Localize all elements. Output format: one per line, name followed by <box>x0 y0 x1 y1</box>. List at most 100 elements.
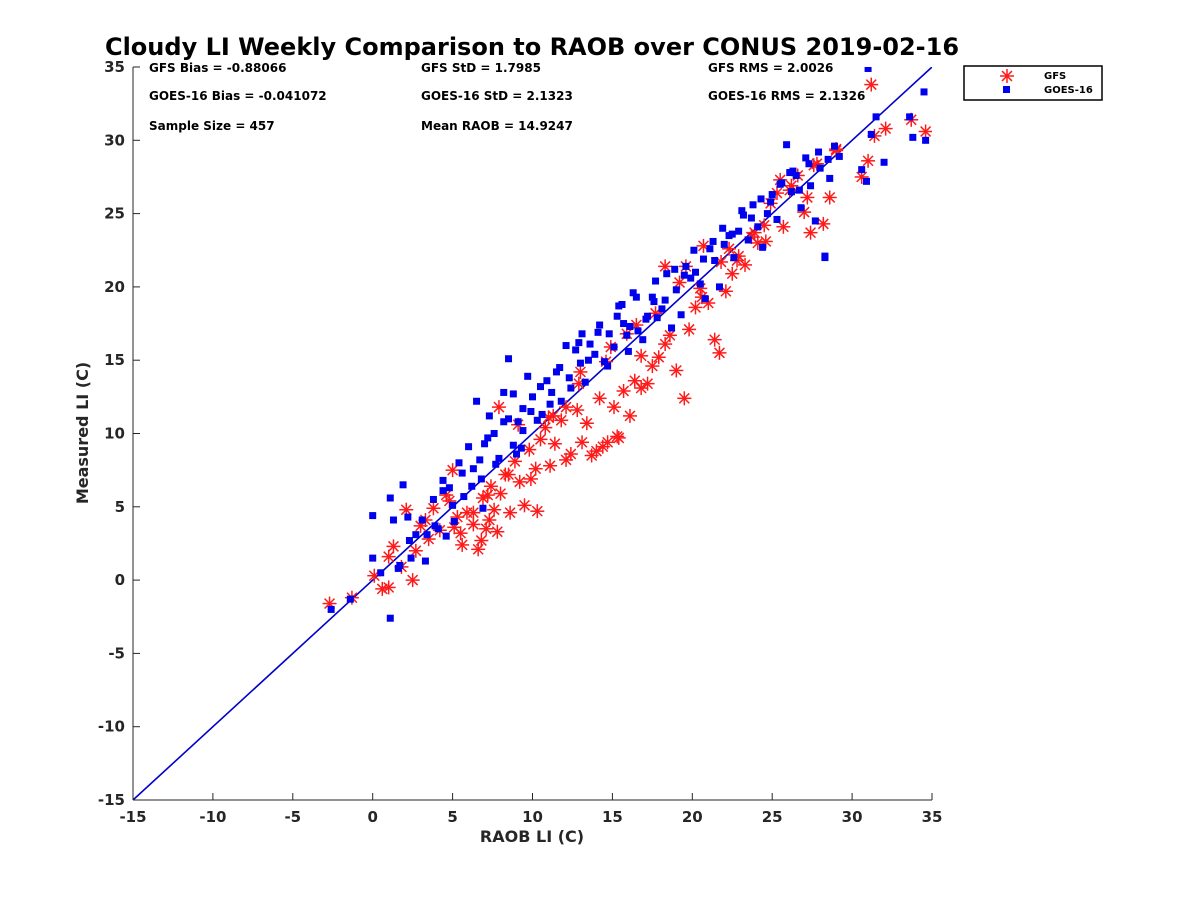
gfs-point <box>386 539 401 554</box>
x-tick-label: 15 <box>602 808 623 826</box>
gfs-point <box>466 517 481 532</box>
goes-16-point <box>906 113 914 121</box>
goes-16-point <box>404 513 412 521</box>
chart-title: Cloudy LI Weekly Comparison to RAOB over… <box>105 33 959 61</box>
gfs-point <box>533 432 548 447</box>
goes-16-point <box>442 532 450 540</box>
goes-16-point <box>439 476 447 484</box>
goes-16-point <box>455 459 463 467</box>
gfs-point <box>523 471 538 486</box>
gfs-point <box>669 363 684 378</box>
goes-16-point <box>687 274 695 282</box>
goes-16-point <box>626 322 634 330</box>
goes-16-point <box>591 350 599 358</box>
gfs-point <box>474 533 489 548</box>
goes-16-point <box>719 224 727 232</box>
goes-16-point <box>369 554 377 562</box>
goes-16-point <box>653 314 661 322</box>
goes-16-point <box>824 155 832 163</box>
gfs-point <box>696 238 711 253</box>
gfs-point <box>408 543 423 558</box>
y-tick-label: -15 <box>98 791 125 809</box>
gfs-point <box>575 435 590 450</box>
goes-16-point <box>715 283 723 291</box>
goes-16-point <box>815 148 823 156</box>
gfs-point <box>750 235 765 250</box>
goes-std-annotation: GOES-16 StD = 2.1323 <box>421 89 573 103</box>
goes-16-point <box>500 388 508 396</box>
gfs-std-annotation: GFS StD = 1.7985 <box>421 61 541 75</box>
goes-bias-annotation: GOES-16 Bias = -0.041072 <box>149 89 327 103</box>
gfs-point <box>651 350 666 365</box>
y-tick-label: 5 <box>115 498 125 516</box>
goes-16-point <box>495 454 503 462</box>
y-tick-label: 10 <box>104 425 125 443</box>
goes-16-point <box>690 246 698 254</box>
goes-16-point <box>513 450 521 458</box>
goes-16-point <box>600 358 608 366</box>
goes-16-point <box>572 346 580 354</box>
goes-16-point <box>604 362 612 370</box>
goes-16-point <box>519 405 527 413</box>
goes-16-point <box>533 416 541 424</box>
goes-16-point <box>473 397 481 405</box>
gfs-point <box>864 77 879 92</box>
goes-16-point <box>596 321 604 329</box>
goes-16-point <box>920 88 928 96</box>
gfs-point <box>645 359 660 374</box>
gfs-point <box>622 408 637 423</box>
legend: GFS GOES-16 <box>963 65 1103 101</box>
mean-raob-annotation: Mean RAOB = 14.9247 <box>421 119 573 133</box>
goes-16-point <box>728 230 736 238</box>
goes-rms-annotation: GOES-16 RMS = 2.1326 <box>708 89 865 103</box>
goes-16-point <box>524 372 532 380</box>
goes-16-point <box>831 142 839 150</box>
goes-16-point <box>709 237 717 245</box>
goes-16-point <box>386 494 394 502</box>
gfs-point <box>822 190 837 205</box>
gfs-point <box>405 573 420 588</box>
gfs-point <box>381 580 396 595</box>
goes-16-point <box>754 223 762 231</box>
gfs-point <box>426 501 441 516</box>
gfs-point <box>688 300 703 315</box>
y-axis-ticks: -15 -10 -5 0 5 10 15 20 25 30 35 <box>98 58 140 809</box>
goes-16-series <box>327 67 930 622</box>
goes-16-point <box>699 255 707 263</box>
goes-16-point <box>671 265 679 273</box>
gfs-point <box>918 124 932 139</box>
gfs-point <box>725 266 740 281</box>
gfs-point <box>482 512 497 527</box>
goes-16-point <box>867 130 875 138</box>
goes-16-point <box>620 320 628 328</box>
y-tick-label: 25 <box>104 205 125 223</box>
goes-16-point <box>543 377 551 385</box>
goes-16-point <box>661 296 669 304</box>
goes-16-point <box>509 441 517 449</box>
goes-16-point <box>562 342 570 350</box>
gfs-point <box>616 383 631 398</box>
goes-16-point <box>431 522 439 530</box>
goes-16-point <box>821 252 829 260</box>
goes-16-point <box>701 295 709 303</box>
gfs-point <box>776 219 791 234</box>
goes-16-point <box>575 339 583 347</box>
gfs-point <box>490 524 505 539</box>
goes-16-point <box>639 336 647 344</box>
goes-16-point <box>749 201 757 209</box>
x-axis-label: RAOB LI (C) <box>480 827 584 846</box>
gfs-point <box>800 190 815 205</box>
gfs-point <box>640 376 655 391</box>
gfs-point <box>712 345 727 360</box>
goes-16-point <box>439 487 447 495</box>
goes-16-point <box>738 207 746 215</box>
goes-16-point <box>468 482 476 490</box>
goes-16-point <box>576 359 584 367</box>
gfs-point <box>600 435 615 450</box>
goes-16-point <box>768 191 776 199</box>
goes-16-point <box>773 215 781 223</box>
goes-16-point <box>407 554 415 562</box>
gfs-point <box>682 322 697 337</box>
goes-16-point <box>618 300 626 308</box>
